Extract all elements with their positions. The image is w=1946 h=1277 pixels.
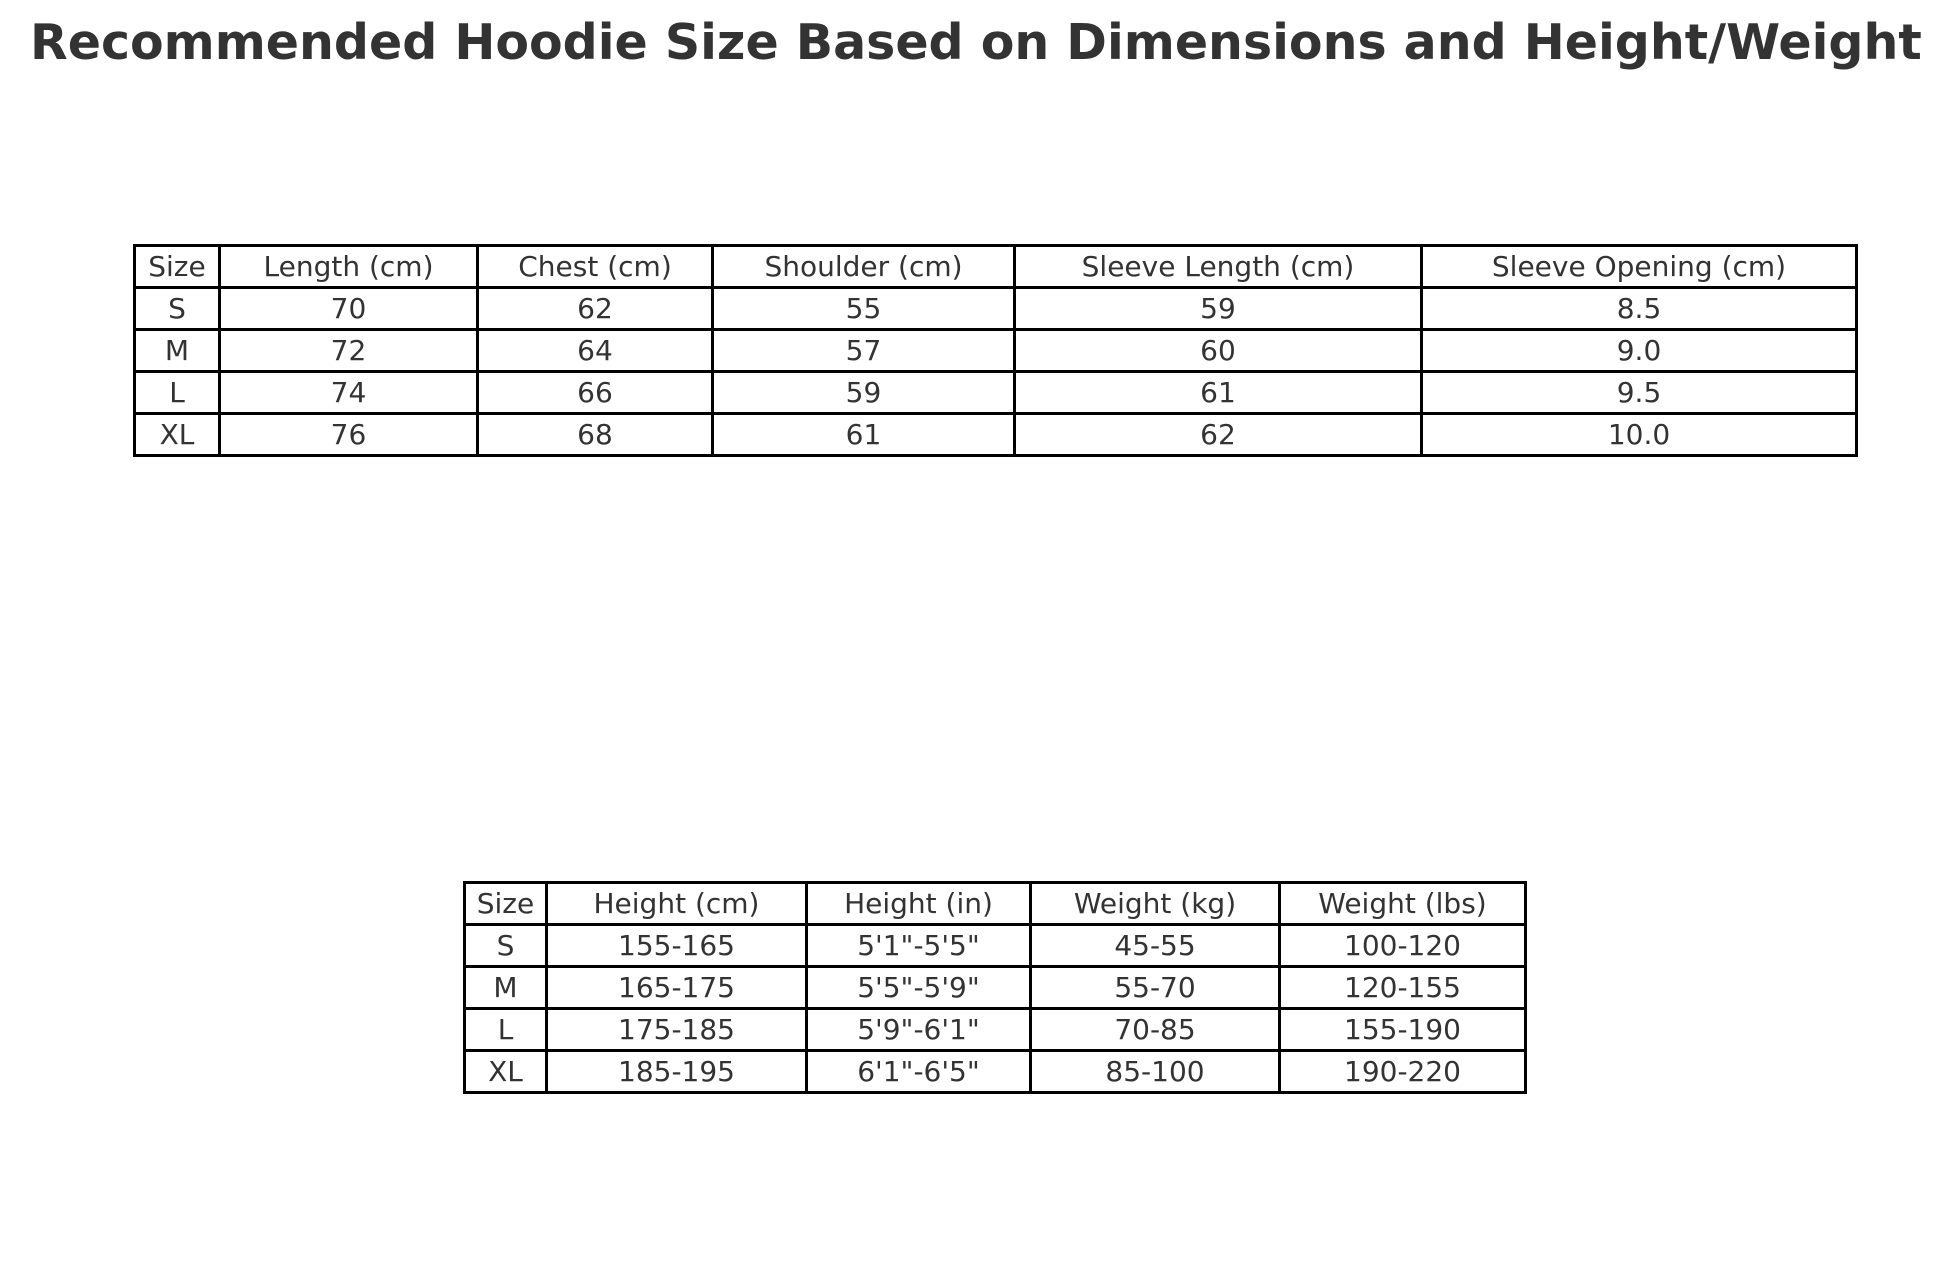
- table-cell: 100-120: [1278, 923, 1527, 968]
- table-cell: 66: [476, 370, 714, 415]
- table-cell: 59: [1013, 286, 1423, 331]
- table-cell: 5'9"-6'1": [805, 1007, 1032, 1052]
- table-row: S 70 62 55 59 8.5: [133, 286, 1858, 331]
- table-cell: S: [133, 286, 221, 331]
- table-cell: 10.0: [1420, 412, 1858, 457]
- table-cell: 70-85: [1029, 1007, 1281, 1052]
- column-header-height-cm: Height (cm): [545, 881, 808, 926]
- table-cell: 60: [1013, 328, 1423, 373]
- table-cell: 61: [1013, 370, 1423, 415]
- table-row: L 175-185 5'9"-6'1" 70-85 155-190: [463, 1007, 1527, 1052]
- hoodie-dimensions-table: Size Length (cm) Chest (cm) Shoulder (cm…: [133, 244, 1858, 457]
- table-cell: 62: [1013, 412, 1423, 457]
- table-cell: 85-100: [1029, 1049, 1281, 1094]
- column-header-weight-lbs: Weight (lbs): [1278, 881, 1527, 926]
- table-cell: 5'5"-5'9": [805, 965, 1032, 1010]
- table-cell: 55: [711, 286, 1016, 331]
- table-header-row: Size Length (cm) Chest (cm) Shoulder (cm…: [133, 244, 1858, 289]
- table-cell: 55-70: [1029, 965, 1281, 1010]
- table-cell: 185-195: [545, 1049, 808, 1094]
- table-row: M 165-175 5'5"-5'9" 55-70 120-155: [463, 965, 1527, 1010]
- table-cell: 5'1"-5'5": [805, 923, 1032, 968]
- table-cell: 6'1"-6'5": [805, 1049, 1032, 1094]
- height-weight-table: Size Height (cm) Height (in) Weight (kg)…: [463, 881, 1527, 1094]
- table-cell: 62: [476, 286, 714, 331]
- table-cell: 165-175: [545, 965, 808, 1010]
- table-cell: S: [463, 923, 548, 968]
- column-header-weight-kg: Weight (kg): [1029, 881, 1281, 926]
- column-header-sleeve-length: Sleeve Length (cm): [1013, 244, 1423, 289]
- table-cell: XL: [463, 1049, 548, 1094]
- table-cell: XL: [133, 412, 221, 457]
- table-cell: 72: [218, 328, 479, 373]
- table-cell: 155-190: [1278, 1007, 1527, 1052]
- table-cell: 155-165: [545, 923, 808, 968]
- table-cell: M: [463, 965, 548, 1010]
- table-row: S 155-165 5'1"-5'5" 45-55 100-120: [463, 923, 1527, 968]
- table-cell: 74: [218, 370, 479, 415]
- column-header-length: Length (cm): [218, 244, 479, 289]
- table-cell: L: [463, 1007, 548, 1052]
- table-row: XL 76 68 61 62 10.0: [133, 412, 1858, 457]
- column-header-sleeve-opening: Sleeve Opening (cm): [1420, 244, 1858, 289]
- table-cell: 61: [711, 412, 1016, 457]
- table-cell: M: [133, 328, 221, 373]
- table-row: L 74 66 59 61 9.5: [133, 370, 1858, 415]
- table-cell: 68: [476, 412, 714, 457]
- table-cell: 190-220: [1278, 1049, 1527, 1094]
- table-row: XL 185-195 6'1"-6'5" 85-100 190-220: [463, 1049, 1527, 1094]
- table-cell: 59: [711, 370, 1016, 415]
- table-cell: 175-185: [545, 1007, 808, 1052]
- table-row: M 72 64 57 60 9.0: [133, 328, 1858, 373]
- table-cell: 9.5: [1420, 370, 1858, 415]
- table-cell: 8.5: [1420, 286, 1858, 331]
- table-cell: 70: [218, 286, 479, 331]
- column-header-size: Size: [133, 244, 221, 289]
- column-header-height-in: Height (in): [805, 881, 1032, 926]
- table-cell: 64: [476, 328, 714, 373]
- figure-title: Recommended Hoodie Size Based on Dimensi…: [30, 14, 1922, 71]
- table-header-row: Size Height (cm) Height (in) Weight (kg)…: [463, 881, 1527, 926]
- column-header-shoulder: Shoulder (cm): [711, 244, 1016, 289]
- table-cell: 45-55: [1029, 923, 1281, 968]
- table-cell: 9.0: [1420, 328, 1858, 373]
- table-cell: 57: [711, 328, 1016, 373]
- table-cell: 76: [218, 412, 479, 457]
- table-cell: 120-155: [1278, 965, 1527, 1010]
- table-cell: L: [133, 370, 221, 415]
- column-header-chest: Chest (cm): [476, 244, 714, 289]
- column-header-size: Size: [463, 881, 548, 926]
